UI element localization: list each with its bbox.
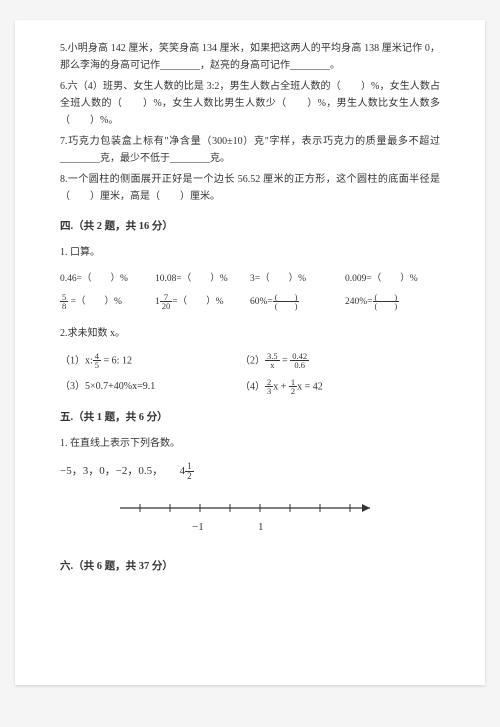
- frac-icon: 12: [289, 378, 297, 396]
- question-6: 6.六（4）班男、女生人数的比是 3:2，男生人数占全班人数的（ ）%，女生人数…: [60, 78, 440, 129]
- r1c3: 3=（ ）%: [250, 271, 345, 287]
- number-line: −1 1: [120, 496, 440, 536]
- question-8: 8.一个圆柱的侧面展开正好是一个边长 56.52 厘米的正方形，这个圆柱的底面半…: [60, 171, 440, 205]
- question-5: 5.小明身高 142 厘米，笑笑身高 134 厘米，如果把这两人的平均身高 13…: [60, 40, 440, 74]
- r2c1: 58 =（ ）%: [60, 293, 155, 311]
- section-6-title: 六.（共 6 题，共 37 分）: [60, 558, 440, 576]
- eq-row-1: （1）x:45 = 6: 12 （2）3.5x = 0.420.6: [60, 352, 440, 370]
- r2c2: 1720=（ ）%: [155, 293, 250, 311]
- eq-row-2: （3）5×0.7+40%x=9.1 （4）23x + 12x = 42: [60, 378, 440, 396]
- r1c4: 0.009=（ ）%: [345, 271, 440, 287]
- numberline-icon: [120, 496, 380, 536]
- frac-icon: ( )( ): [373, 293, 400, 311]
- frac-icon: 3.5x: [265, 352, 280, 370]
- s4-p1: 1. 口算。: [60, 244, 440, 261]
- frac-icon: 45: [93, 352, 101, 370]
- frac-icon: 720: [160, 293, 173, 311]
- r2c4: 240%=( )( ): [345, 293, 440, 311]
- question-7: 7.巧克力包装盒上标有"净含量（300±10）克"字样，表示巧克力的质量最多不超…: [60, 133, 440, 167]
- document-page: 5.小明身高 142 厘米，笑笑身高 134 厘米，如果把这两人的平均身高 13…: [15, 20, 485, 685]
- r1c1: 0.46=（ ）%: [60, 271, 155, 287]
- s4-p2: 2.求未知数 x。: [60, 325, 440, 342]
- s5-p1: 1. 在直线上表示下列各数。: [60, 435, 440, 452]
- frac-icon: 12: [185, 462, 194, 481]
- tick-label-left: −1: [192, 518, 204, 537]
- number-list: −5，3，0，−2，0.5， 412: [60, 462, 440, 481]
- frac-icon: 23: [265, 378, 273, 396]
- calc-row-1: 0.46=（ ）% 10.08=（ ）% 3=（ ）% 0.009=（ ）%: [60, 271, 440, 287]
- tick-label-right: 1: [258, 518, 264, 537]
- section-5-title: 五.（共 1 题，共 6 分）: [60, 409, 440, 427]
- section-4-title: 四.（共 2 题，共 16 分）: [60, 218, 440, 236]
- r1c2: 10.08=（ ）%: [155, 271, 250, 287]
- r2c3: 60%=( )( ): [250, 293, 345, 311]
- frac-icon: 0.420.6: [290, 352, 309, 370]
- eq2: （2）3.5x = 0.420.6: [240, 352, 309, 370]
- calc-row-2: 58 =（ ）% 1720=（ ）% 60%=( )( ) 240%=( )( …: [60, 293, 440, 311]
- frac-icon: 58: [60, 293, 68, 311]
- frac-icon: ( )( ): [273, 293, 300, 311]
- eq4: （4）23x + 12x = 42: [240, 378, 323, 396]
- eq1: （1）x:45 = 6: 12: [60, 352, 240, 370]
- eq3: （3）5×0.7+40%x=9.1: [60, 378, 240, 396]
